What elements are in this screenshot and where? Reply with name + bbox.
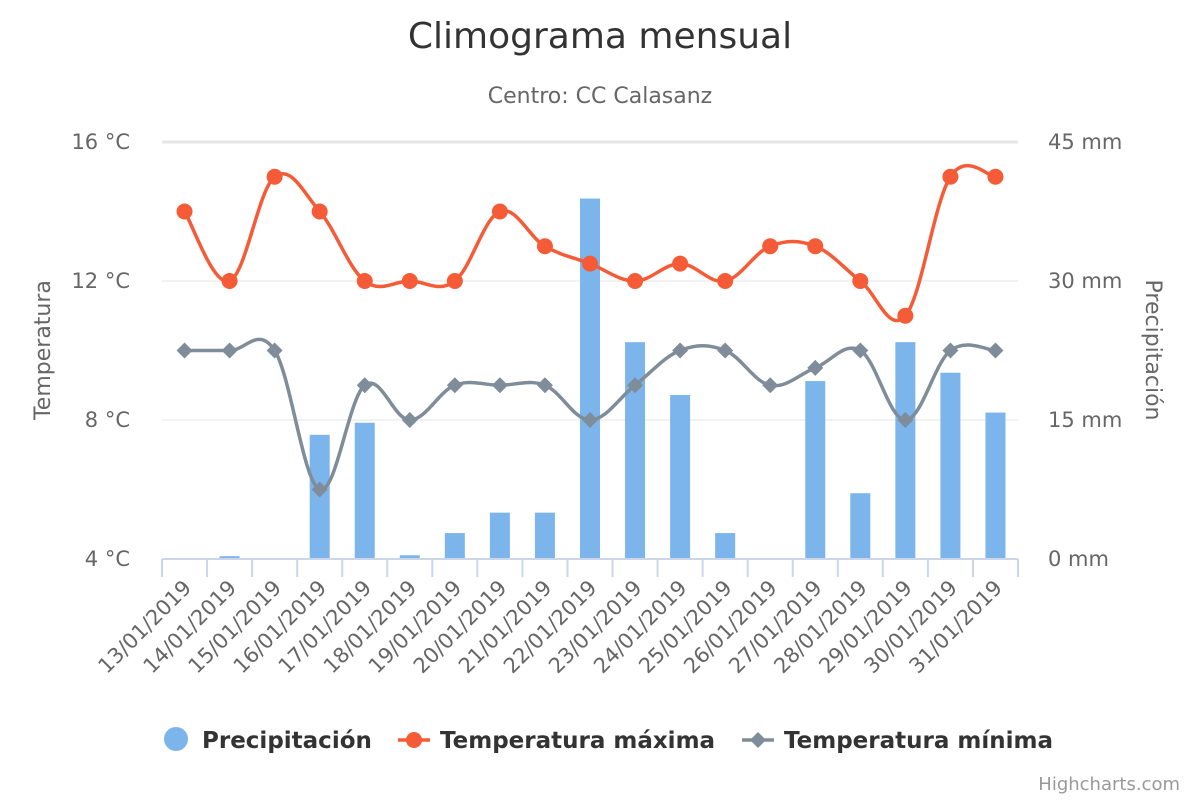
temperatura-max-point[interactable]	[582, 255, 598, 272]
precipitation-bar[interactable]	[715, 533, 736, 559]
temperatura-max-point[interactable]	[852, 273, 869, 289]
y-right-tick-label: 15 mm	[1048, 408, 1122, 432]
legend-item-label[interactable]: Temperatura máxima	[440, 728, 715, 754]
chart-subtitle: Centro: CC Calasanz	[488, 84, 712, 109]
precipitation-bar[interactable]	[850, 493, 871, 559]
y-left-tick-label: 16 °C	[71, 130, 130, 154]
temperatura-min-point[interactable]	[672, 342, 689, 359]
precipitation-bar[interactable]	[580, 198, 600, 559]
temperatura-min-point[interactable]	[491, 377, 508, 394]
temperatura-min-point[interactable]	[221, 342, 238, 359]
legend-item-label[interactable]: Precipitación	[202, 728, 372, 754]
precipitation-bar[interactable]	[940, 372, 961, 559]
y-left-tick-label: 8 °C	[85, 408, 130, 432]
temperatura-min-point[interactable]	[762, 377, 779, 394]
temperatura-max-point[interactable]	[176, 203, 193, 220]
precipitation-bar[interactable]	[399, 555, 420, 559]
precipitation-bar[interactable]	[670, 394, 691, 559]
legend-min-marker[interactable]	[750, 732, 766, 748]
temperatura-max-point[interactable]	[627, 273, 644, 289]
y-axis-right-title: Precipitación	[1140, 280, 1165, 421]
temperatura-min-point[interactable]	[176, 342, 193, 359]
precipitation-bar[interactable]	[895, 342, 916, 559]
temperatura-max-point[interactable]	[266, 168, 283, 185]
temperatura-min-point[interactable]	[266, 342, 283, 359]
temperatura-max-point[interactable]	[762, 238, 779, 255]
precipitation-bar[interactable]	[489, 512, 510, 559]
legend-max-marker[interactable]	[406, 732, 422, 748]
precipitation-bar[interactable]	[219, 556, 240, 559]
temperatura-min-point[interactable]	[582, 412, 598, 428]
legend[interactable]: Precipitación Temperatura máxima Temperatu…	[164, 727, 1053, 754]
temperatura-max-point[interactable]	[401, 273, 418, 289]
y-right-tick-label: 0 mm	[1048, 547, 1109, 571]
temperatura-max-point[interactable]	[536, 238, 553, 255]
precipitation-bar[interactable]	[444, 533, 465, 559]
y-right-tick-label: 45 mm	[1048, 130, 1122, 154]
temperatura-min-point[interactable]	[401, 412, 418, 428]
temperatura-min-point[interactable]	[536, 377, 553, 394]
legend-precipitacion-symbol[interactable]	[164, 727, 188, 751]
precipitation-bar[interactable]	[534, 512, 555, 559]
y-right-tick-label: 30 mm	[1048, 269, 1122, 293]
chart-title: Climograma mensual	[408, 16, 792, 57]
temperatura-max-point[interactable]	[311, 203, 328, 220]
temperatura-max-point[interactable]	[221, 273, 238, 289]
y-left-tick-label: 4 °C	[85, 547, 130, 571]
precipitation-bar[interactable]	[354, 422, 375, 559]
precipitation-bar[interactable]	[805, 381, 826, 559]
x-axis	[161, 558, 1019, 577]
credits-link[interactable]: Highcharts.com	[1038, 774, 1180, 795]
temperatura-max-point[interactable]	[446, 273, 463, 289]
temperatura-min-point[interactable]	[717, 342, 734, 359]
temperatura-max-point[interactable]	[807, 238, 824, 255]
temperatura-min-point[interactable]	[311, 481, 328, 498]
temperatura-min-point[interactable]	[627, 377, 644, 394]
temperatura-min-point[interactable]	[987, 342, 1004, 359]
temperatura-max-point[interactable]	[717, 273, 734, 289]
temperatura-max-point[interactable]	[987, 168, 1004, 185]
y-left-tick-label: 12 °C	[71, 269, 130, 293]
temperatura-min-point[interactable]	[897, 412, 914, 428]
temperatura-min-point[interactable]	[807, 359, 824, 376]
legend-item-label[interactable]: Temperatura mínima	[784, 728, 1053, 754]
temperatura-max-point[interactable]	[942, 168, 959, 185]
precipitation-bar[interactable]	[625, 342, 646, 559]
temperatura-min-point[interactable]	[852, 342, 869, 359]
temperatura-max-point[interactable]	[672, 255, 689, 272]
y-axis-left-title: Temperatura	[31, 280, 56, 421]
temperatura-max-point[interactable]	[356, 273, 373, 289]
temperatura-min-point[interactable]	[942, 342, 959, 359]
precipitation-bars	[219, 198, 1006, 559]
temperatura-min-point[interactable]	[446, 377, 463, 394]
temperature-lines	[176, 163, 1004, 498]
temperatura-max-point[interactable]	[491, 203, 508, 220]
precipitation-bar[interactable]	[985, 412, 1006, 559]
temperatura-max-point[interactable]	[897, 307, 914, 324]
temperatura-min-point[interactable]	[356, 377, 373, 394]
